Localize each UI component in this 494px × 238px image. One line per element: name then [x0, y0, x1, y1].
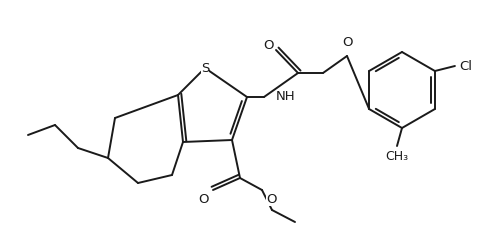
Text: NH: NH	[276, 90, 295, 104]
Text: S: S	[201, 61, 209, 74]
Text: O: O	[263, 39, 274, 52]
Text: CH₃: CH₃	[385, 150, 409, 163]
Text: O: O	[199, 193, 209, 206]
Text: O: O	[266, 193, 277, 206]
Text: O: O	[342, 36, 352, 49]
Text: Cl: Cl	[459, 60, 472, 73]
